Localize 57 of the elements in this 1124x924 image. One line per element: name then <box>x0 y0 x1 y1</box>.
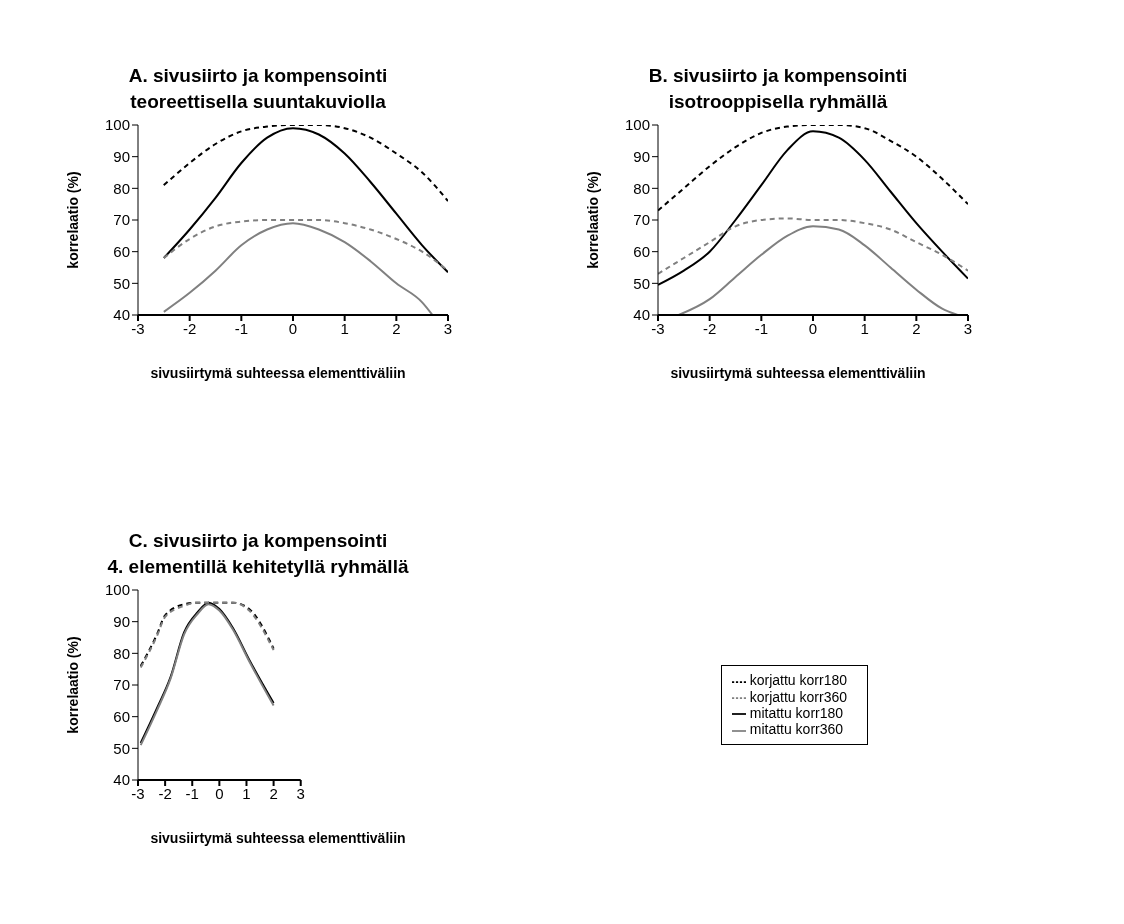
x-tick-label: -1 <box>185 784 199 802</box>
line-series <box>658 217 968 275</box>
y-tick-label: 70 <box>113 676 130 694</box>
y-tick-label: 90 <box>113 612 130 630</box>
y-tick-label: 90 <box>633 147 650 165</box>
x-tick-label: -2 <box>158 784 172 802</box>
x-tick-label: 0 <box>288 319 298 337</box>
x-axis-title: sivusiirtymä suhteessa elementtiväliin <box>669 365 927 381</box>
legend-label: korjattu korr360 <box>749 688 847 705</box>
chart-title: C. sivusiirto ja kompensointi 4. elementillä kehitetyllä ryhmällä <box>106 529 410 579</box>
x-tick-label: 2 <box>912 319 921 337</box>
x-tick-label: 3 <box>296 784 305 802</box>
chart-title: B. sivusiirto ja kompensointi isotrooppisella ryhmällä <box>647 64 909 114</box>
legend-label: korjattu korr180 <box>749 672 847 689</box>
y-tick-label: 60 <box>113 242 130 260</box>
y-tick-label: 50 <box>113 739 130 757</box>
y-tick-label: 50 <box>633 274 650 292</box>
x-tick-label: 0 <box>808 319 818 337</box>
x-tick-label: -2 <box>182 319 197 337</box>
x-tick-label: 3 <box>963 319 973 337</box>
y-tick-label: 40 <box>113 771 130 789</box>
y-tick-label: 100 <box>104 581 130 599</box>
y-tick-label: 100 <box>104 116 130 134</box>
x-axis-title: sivusiirtymä suhteessa elementtiväliin <box>149 365 407 381</box>
y-axis-title: korrelaatio (%) <box>584 171 601 269</box>
x-tick-label: -1 <box>754 319 769 337</box>
y-tick-label: 80 <box>113 179 130 197</box>
x-tick-label: -3 <box>651 319 665 337</box>
x-tick-label: -1 <box>234 319 249 337</box>
x-tick-label: 1 <box>340 319 349 337</box>
x-tick-label: 1 <box>860 319 869 337</box>
y-tick-label: 40 <box>633 306 650 324</box>
y-tick-label: 70 <box>113 211 130 229</box>
x-tick-label: 1 <box>242 784 251 802</box>
x-tick-label: 3 <box>443 319 453 337</box>
y-tick-label: 80 <box>633 179 650 197</box>
chart-title: A. sivusiirto ja kompensointi teoreettisella suuntakuviolla <box>127 64 389 114</box>
x-tick-label: -2 <box>702 319 717 337</box>
y-axis-title: korrelaatio (%) <box>64 171 81 269</box>
y-tick-label: 90 <box>113 147 130 165</box>
legend-label: mitattu korr360 <box>749 721 844 738</box>
legend-label: mitattu korr180 <box>749 705 844 721</box>
x-tick-label: 0 <box>215 784 224 802</box>
line-series <box>677 225 959 315</box>
y-tick-label: 80 <box>113 644 130 662</box>
y-tick-label: 60 <box>113 707 130 725</box>
x-tick-label: -3 <box>131 784 145 802</box>
x-tick-label: 2 <box>269 784 278 802</box>
y-axis-title: korrelaatio (%) <box>64 636 81 734</box>
x-tick-label: -3 <box>131 319 145 337</box>
y-tick-label: 40 <box>113 306 130 324</box>
y-tick-label: 100 <box>624 116 650 134</box>
y-tick-label: 70 <box>633 211 650 229</box>
y-tick-label: 50 <box>113 274 130 292</box>
x-axis-title: sivusiirtymä suhteessa elementtiväliin <box>149 830 407 846</box>
y-tick-label: 60 <box>633 242 650 260</box>
x-tick-label: 2 <box>392 319 401 337</box>
